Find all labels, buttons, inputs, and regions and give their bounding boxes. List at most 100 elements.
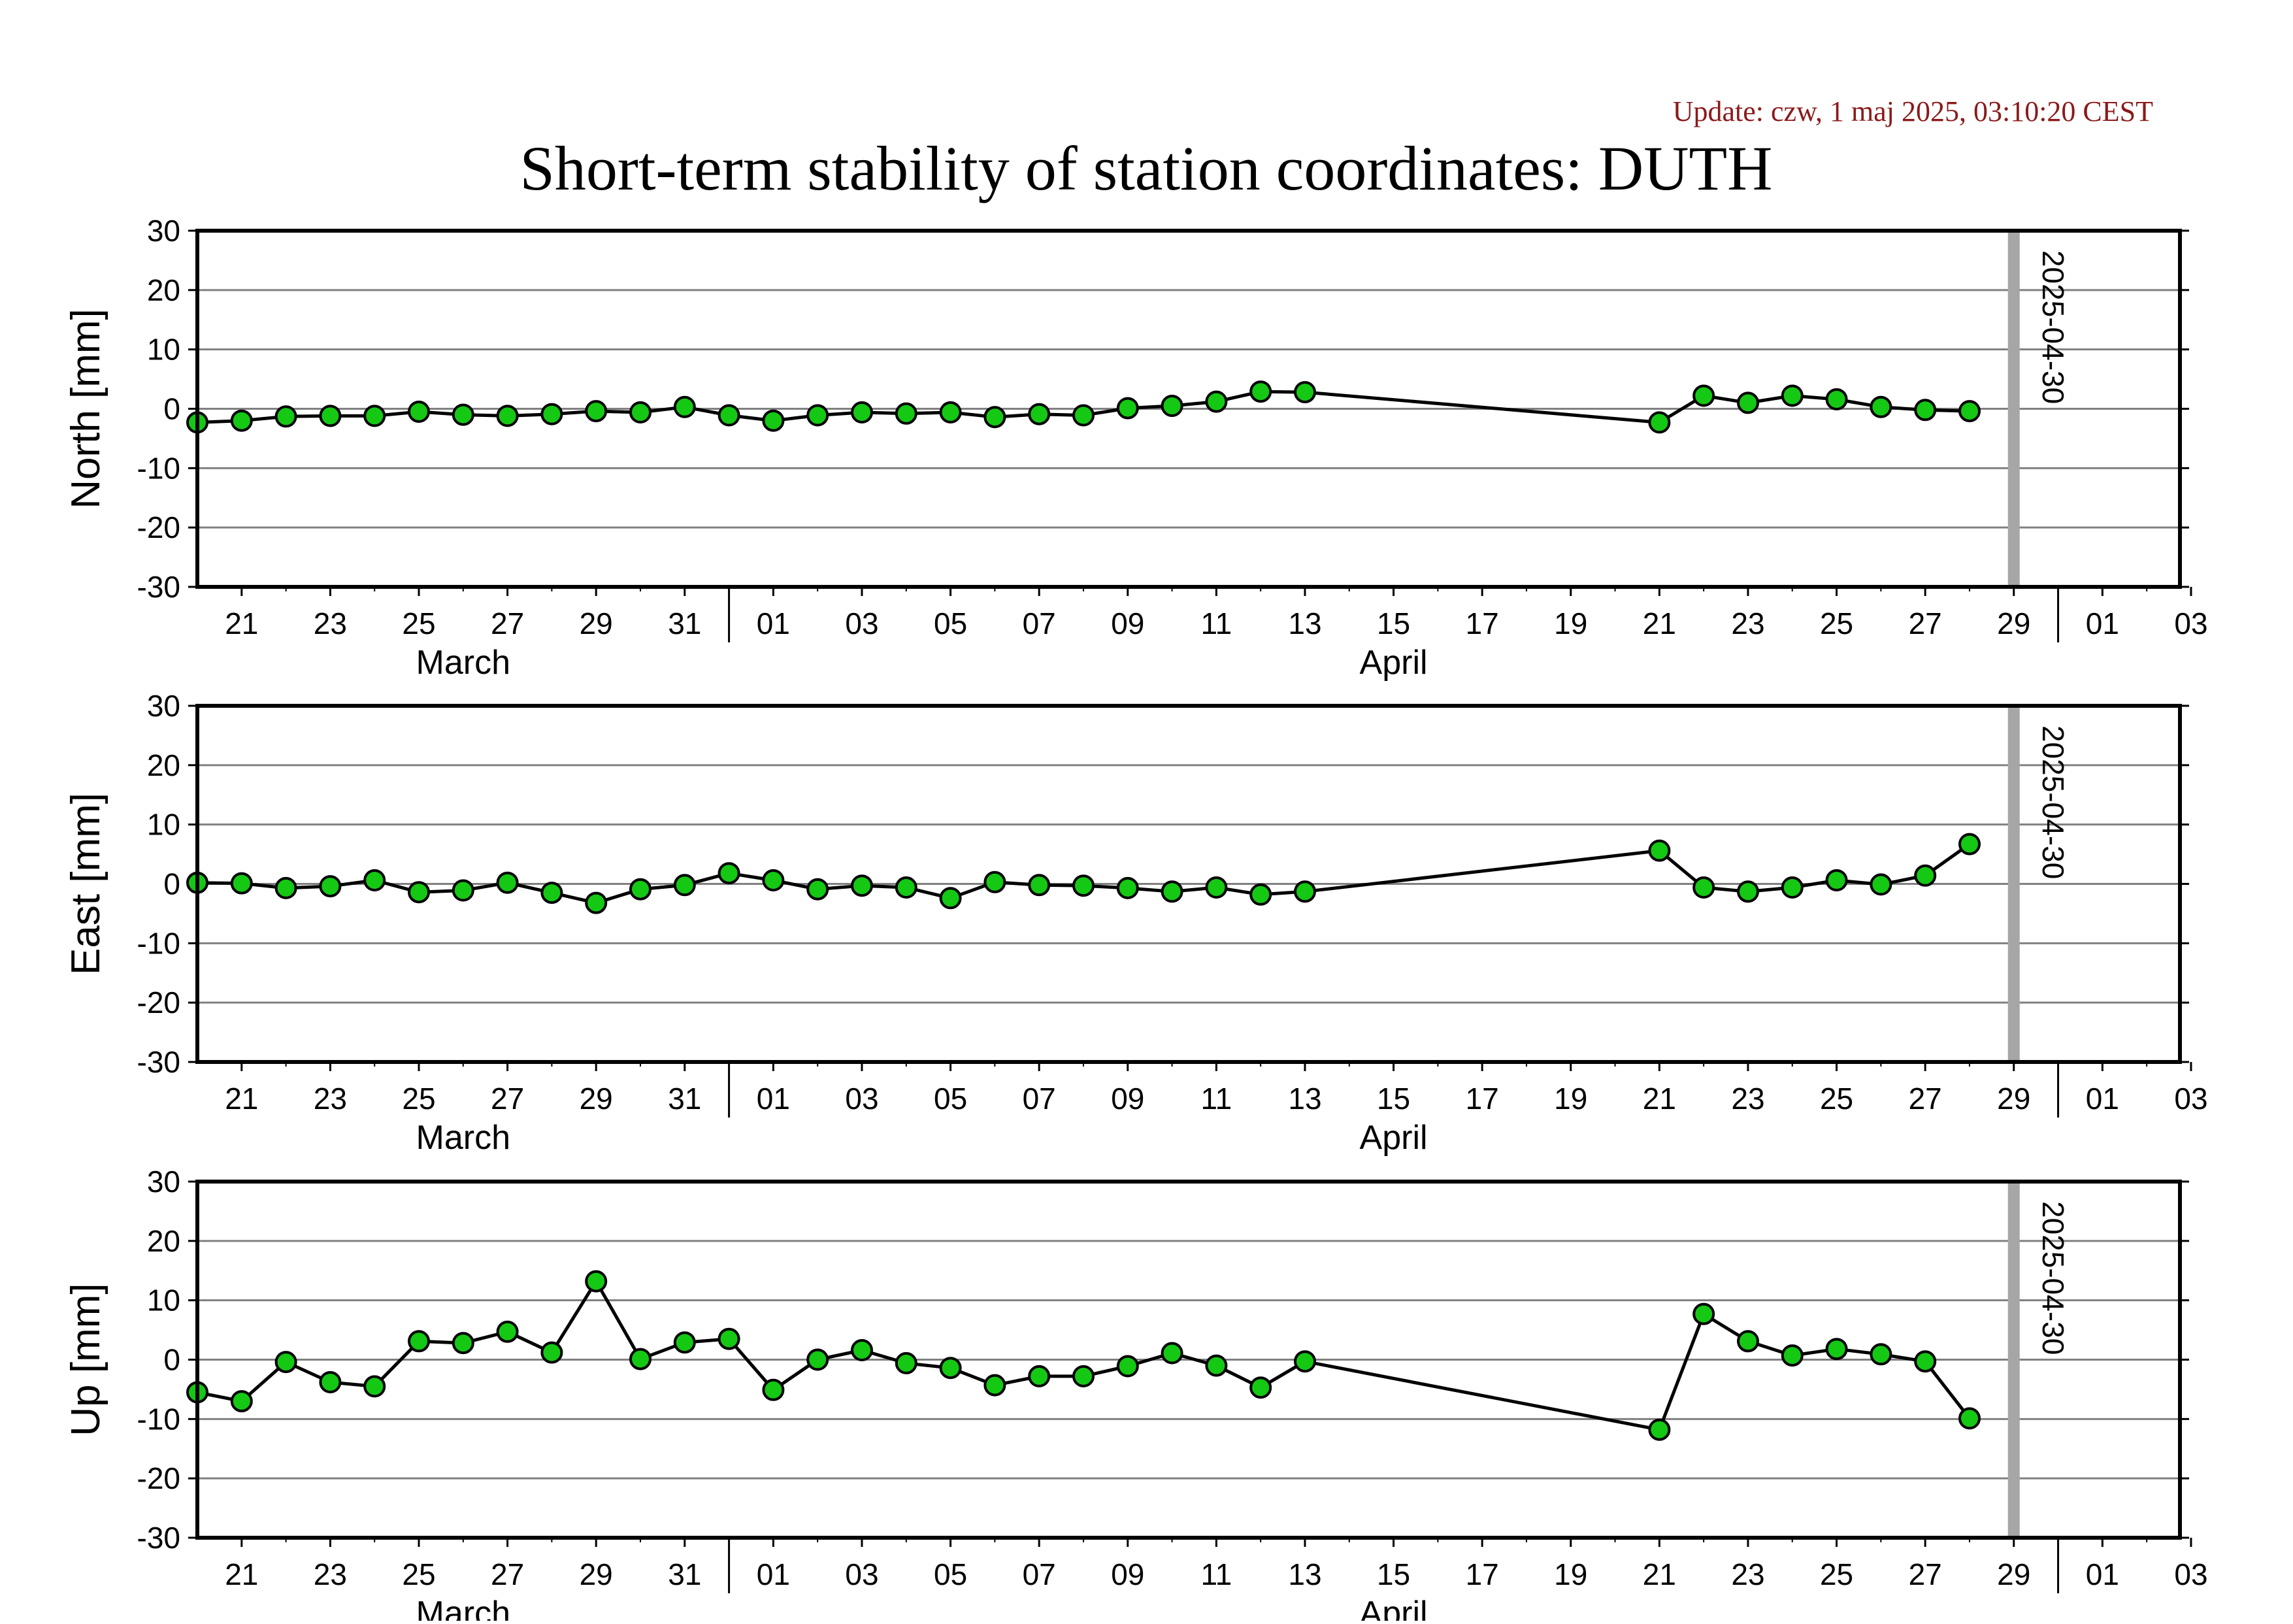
up-data-point: [718, 1327, 740, 1350]
north-data-point: [1692, 384, 1715, 407]
east-data-point: [806, 878, 829, 901]
east-x-tick-label: 29: [580, 1082, 613, 1116]
east-data-point: [1692, 876, 1715, 899]
east-x-tick-label: 25: [402, 1082, 435, 1116]
north-y-tick-label: 30: [147, 214, 180, 248]
east-y-tick-label: 30: [147, 689, 180, 723]
north-data-point: [585, 400, 608, 423]
east-y-axis-label: East [mm]: [63, 793, 108, 975]
north-x-tick-label: 21: [225, 606, 258, 640]
up-x-tick-label: 03: [2174, 1557, 2207, 1591]
east-x-tick-label: 15: [1377, 1082, 1410, 1116]
up-x-tick-label: 09: [1111, 1557, 1144, 1591]
up-data-point: [762, 1378, 785, 1401]
up-plot-frame: [195, 1180, 2182, 1540]
up-data-point: [629, 1348, 652, 1370]
north-y-tick-label: -20: [137, 510, 180, 544]
up-x-tick-label: 25: [1820, 1557, 1853, 1591]
north-x-tick-label: 23: [314, 606, 347, 640]
east-data-point: [540, 882, 563, 904]
up-data-point: [1958, 1407, 1981, 1430]
north-data-point: [718, 404, 740, 427]
north-data-point: [1205, 390, 1228, 413]
east-x-tick-label: 01: [757, 1082, 790, 1116]
east-data-point: [983, 870, 1006, 893]
up-data-point: [895, 1351, 917, 1374]
east-data-point: [1072, 874, 1095, 897]
east-data-point: [408, 881, 430, 904]
east-y-tick-label: -20: [137, 986, 180, 1019]
up-x-tick-label: 11: [1200, 1557, 1232, 1591]
north-y-tick-label: -10: [137, 451, 180, 485]
up-data-point: [1870, 1343, 1892, 1366]
up-data-point: [806, 1348, 829, 1371]
east-data-point: [230, 872, 253, 895]
north-month-label: March: [416, 644, 510, 682]
east-series-line: [197, 842, 1971, 905]
east-x-tick-label: 25: [1820, 1082, 1853, 1116]
north-data-point: [1914, 399, 1937, 422]
up-y-tick-label: 20: [147, 1224, 180, 1258]
east-y-tick-label: 20: [147, 748, 180, 782]
north-x-tick-label: 15: [1377, 606, 1410, 640]
north-x-tick-label: 23: [1731, 606, 1764, 640]
east-data-point: [363, 869, 386, 891]
up-y-tick-label: 0: [163, 1343, 180, 1377]
north-data-point: [1028, 403, 1051, 425]
north-data-point: [274, 405, 297, 428]
update-timestamp: Update: czw, 1 maj 2025, 03:10:20 CEST: [1673, 95, 2153, 127]
up-data-point: [851, 1339, 873, 1361]
east-month-label: April: [1360, 1119, 1428, 1157]
north-data-point: [1737, 391, 1759, 414]
up-month-label: March: [416, 1595, 510, 1621]
north-data-point: [851, 401, 873, 423]
north-data-point: [230, 409, 253, 432]
north-x-tick-label: 31: [668, 606, 701, 640]
up-x-tick-label: 23: [1731, 1557, 1764, 1591]
up-data-point: [1116, 1355, 1139, 1378]
east-data-point: [673, 874, 696, 897]
up-data-point: [1692, 1302, 1715, 1325]
north-today-label: 2025-04-30: [2036, 250, 2070, 404]
east-x-tick-label: 21: [1643, 1082, 1676, 1116]
east-data-point: [1781, 876, 1804, 899]
north-x-tick-label: 27: [1909, 606, 1942, 640]
up-y-tick-label: -20: [137, 1461, 180, 1495]
east-data-point: [629, 878, 652, 901]
north-x-tick-label: 29: [580, 606, 613, 640]
east-data-point: [718, 862, 740, 885]
east-data-point: [1161, 880, 1183, 903]
up-data-point: [585, 1270, 608, 1293]
east-data-point: [1914, 864, 1937, 887]
east-data-point: [496, 871, 519, 894]
up-data-point: [1072, 1365, 1095, 1387]
east-today-label: 2025-04-30: [2036, 725, 2070, 879]
up-data-point: [1161, 1342, 1183, 1365]
up-x-tick-label: 13: [1288, 1557, 1321, 1591]
east-data-point: [851, 874, 873, 897]
east-month-label: March: [416, 1119, 510, 1157]
up-data-point: [983, 1374, 1006, 1397]
north-data-point: [1825, 388, 1848, 410]
north-data-point: [1294, 381, 1316, 404]
east-data-point: [1116, 876, 1139, 899]
up-data-point: [408, 1330, 430, 1353]
east-data-point: [1205, 876, 1228, 899]
east-data-point: [319, 875, 342, 898]
up-data-point: [1648, 1418, 1671, 1441]
north-data-point: [1870, 395, 1892, 418]
east-data-point: [1825, 869, 1848, 891]
up-data-point: [363, 1375, 386, 1398]
north-y-axis-label: North [mm]: [63, 308, 108, 509]
up-month-label: April: [1360, 1595, 1428, 1621]
north-y-tick-label: 10: [147, 333, 180, 367]
east-data-point: [1028, 874, 1051, 897]
north-data-point: [319, 405, 342, 427]
north-y-tick-label: 0: [163, 392, 180, 426]
up-data-point: [452, 1332, 474, 1355]
up-data-point: [274, 1351, 297, 1374]
north-data-point: [1648, 411, 1671, 434]
up-data-point: [1249, 1376, 1272, 1399]
north-x-tick-label: 03: [845, 606, 878, 640]
